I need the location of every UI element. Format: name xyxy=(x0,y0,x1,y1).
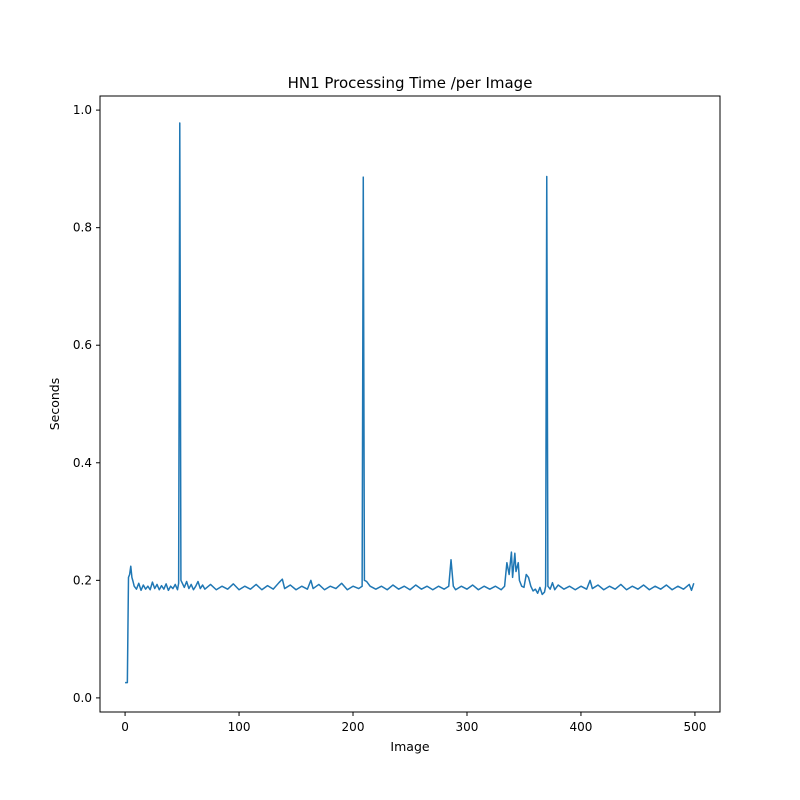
plot-frame xyxy=(99,95,721,713)
y-tick-label: 0.6 xyxy=(73,338,92,352)
x-tick-label: 200 xyxy=(342,720,365,734)
chart-title: HN1 Processing Time /per Image xyxy=(288,74,533,92)
x-axis: 0 100 200 300 400 500 xyxy=(121,712,706,734)
x-tick-label: 0 xyxy=(121,720,129,734)
x-tick-label: 400 xyxy=(570,720,593,734)
y-axis: 0.0 0.2 0.4 0.6 0.8 1.0 xyxy=(73,103,100,705)
y-axis-label: Seconds xyxy=(47,378,62,431)
plot-area xyxy=(125,122,695,684)
series-line-0 xyxy=(125,122,695,684)
x-axis-label: Image xyxy=(390,739,429,754)
y-tick-label: 0.2 xyxy=(73,573,92,587)
y-tick-label: 0.0 xyxy=(73,691,92,705)
x-tick-label: 500 xyxy=(683,720,706,734)
y-tick-label: 1.0 xyxy=(73,103,92,117)
x-tick-label: 100 xyxy=(228,720,251,734)
y-tick-label: 0.8 xyxy=(73,221,92,235)
y-tick-label: 0.4 xyxy=(73,456,92,470)
x-tick-label: 300 xyxy=(456,720,479,734)
